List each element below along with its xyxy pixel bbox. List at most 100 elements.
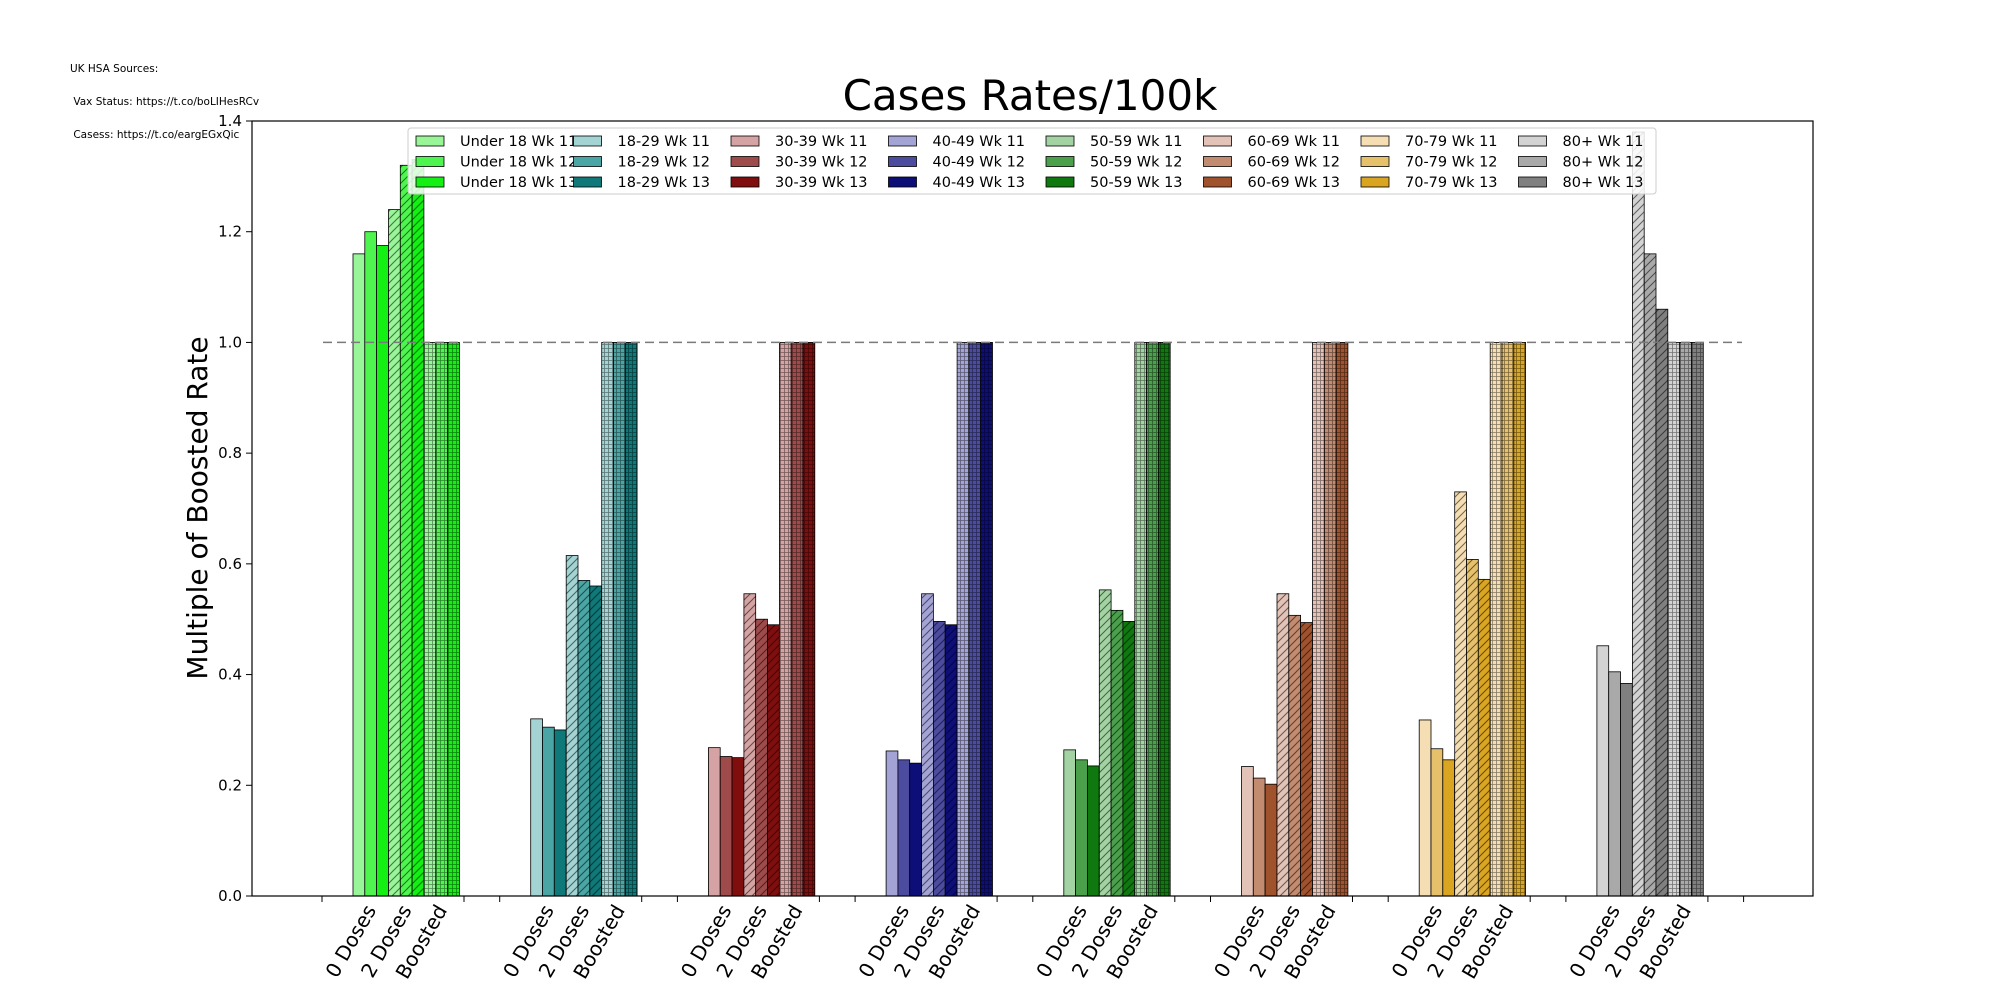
legend-label-70-79-wk-11: 70-79 Wk 11 [1405,134,1498,150]
legend-box [407,127,1657,195]
bar-60-69-boosted-wk-12-hatch [1324,342,1337,896]
bar-50-59-boosted-wk-12-hatch [1146,342,1159,896]
legend-label-18-29-wk-12: 18-29 Wk 12 [618,155,711,171]
legend-label-80-wk-12: 80+ Wk 12 [1563,155,1644,171]
bar-18-29-2-doses-wk-13-hatch [589,586,602,896]
y-tick-label-1-0: 1.0 [218,333,242,351]
bar-70-79-0-doses-wk-11 [1418,719,1432,897]
bar-under-18-boosted-wk-13-hatch [447,342,460,896]
bar-80-boosted-wk-13-hatch [1691,342,1704,896]
legend-label-under-18-wk-13: Under 18 Wk 13 [460,175,577,191]
legend-swatch-under-18-wk-13 [415,176,445,188]
sources-line-1: UK HSA Sources: [70,63,159,75]
bar-70-79-2-doses-wk-12-hatch [1466,559,1479,896]
legend-swatch-40-49-wk-11 [888,135,917,147]
legend-label-60-69-wk-11: 60-69 Wk 11 [1248,134,1341,150]
bar-70-79-2-doses-wk-11-hatch [1454,491,1467,896]
bar-30-39-0-doses-wk-12 [719,756,733,897]
chart-title: Cases Rates/100k [843,71,1219,120]
bar-under-18-2-doses-wk-11-hatch [388,209,401,897]
bar-40-49-boosted-wk-13-hatch [980,342,993,896]
legend-label-60-69-wk-13: 60-69 Wk 13 [1248,175,1341,191]
bar-70-79-boosted-wk-12-hatch [1502,342,1514,896]
legend-swatch-60-69-wk-13 [1203,176,1232,188]
legend-swatch-80-wk-12 [1518,156,1547,167]
legend-label-40-49-wk-13: 40-49 Wk 13 [933,175,1026,191]
bar-60-69-2-doses-wk-13-hatch [1300,622,1313,896]
sources-note: UK HSA Sources: Vax Status: https://t.co… [70,42,259,152]
legend-label-40-49-wk-11: 40-49 Wk 11 [933,134,1026,150]
bar-30-39-0-doses-wk-13 [731,757,745,897]
legend-label-50-59-wk-12: 50-59 Wk 12 [1090,155,1183,171]
bar-18-29-2-doses-wk-12-hatch [578,580,590,896]
bar-70-79-0-doses-wk-13 [1442,759,1456,897]
bar-18-29-0-doses-wk-13 [553,729,567,897]
legend-swatch-30-39-wk-11 [730,135,760,147]
legend-swatch-18-29-wk-12 [573,156,602,167]
y-tick-label-1-2: 1.2 [218,223,242,241]
bar-50-59-2-doses-wk-13-hatch [1122,621,1135,896]
legend-swatch-50-59-wk-11 [1045,135,1075,147]
legend-swatch-under-18-wk-11 [415,135,445,147]
bar-70-79-boosted-wk-11-hatch [1490,342,1502,896]
bar-30-39-2-doses-wk-13-hatch [767,624,780,896]
y-tick-label-0-8: 0.8 [218,444,242,462]
bar-under-18-boosted-wk-12-hatch [435,342,448,896]
bar-under-18-2-doses-wk-13-hatch [412,159,424,896]
legend-swatch-50-59-wk-13 [1045,176,1075,188]
legend-swatch-under-18-wk-12 [415,156,445,167]
bar-50-59-boosted-wk-13-hatch [1158,342,1171,896]
legend-label-80-wk-11: 80+ Wk 11 [1563,134,1644,150]
bar-50-59-2-doses-wk-12-hatch [1111,610,1123,896]
bars-layer [352,131,1704,897]
legend-label-18-29-wk-13: 18-29 Wk 13 [618,175,711,191]
legend-label-under-18-wk-12: Under 18 Wk 12 [460,155,577,171]
bar-40-49-2-doses-wk-12-hatch [933,621,946,896]
legend-label-80-wk-13: 80+ Wk 13 [1563,175,1644,191]
y-tick-label-1-4: 1.4 [218,112,242,130]
y-tick-label-0-6: 0.6 [218,555,242,573]
legend-label-under-18-wk-11: Under 18 Wk 11 [460,134,577,150]
legend-label-30-39-wk-12: 30-39 Wk 12 [775,155,868,171]
bar-60-69-2-doses-wk-12-hatch [1288,615,1301,896]
bar-80-0-doses-wk-13 [1620,683,1633,897]
legend-label-70-79-wk-13: 70-79 Wk 13 [1405,175,1498,191]
bar-under-18-0-doses-wk-12 [364,231,377,897]
y-tick-label-0-4: 0.4 [218,666,242,684]
bar-60-69-boosted-wk-11-hatch [1312,342,1325,896]
bar-18-29-boosted-wk-11-hatch [601,342,614,896]
legend: Under 18 Wk 11 Under 18 Wk 12 Under 18 Wk … [407,127,1657,195]
y-tick-label-0-0: 0.0 [218,887,242,905]
bar-40-49-2-doses-wk-11-hatch [921,593,934,896]
legend-swatch-40-49-wk-12 [888,156,917,167]
legend-label-40-49-wk-12: 40-49 Wk 12 [933,155,1026,171]
legend-swatch-80-wk-11 [1518,135,1547,147]
bar-40-49-boosted-wk-12-hatch [968,342,981,896]
legend-label-30-39-wk-13: 30-39 Wk 13 [775,175,868,191]
bar-60-69-0-doses-wk-11 [1241,766,1254,897]
legend-swatch-70-79-wk-12 [1360,156,1390,167]
bar-50-59-2-doses-wk-11-hatch [1099,589,1112,896]
legend-swatch-30-39-wk-13 [730,176,760,188]
bar-50-59-boosted-wk-11-hatch [1134,342,1147,896]
legend-label-60-69-wk-12: 60-69 Wk 12 [1248,155,1341,171]
bar-30-39-0-doses-wk-11 [708,747,721,897]
bar-50-59-0-doses-wk-13 [1087,765,1100,897]
legend-label-50-59-wk-13: 50-59 Wk 13 [1090,175,1183,191]
bar-30-39-2-doses-wk-11-hatch [743,593,756,896]
sources-line-2: Vax Status: https://t.co/boLIHesRCv [70,96,260,108]
bar-18-29-2-doses-wk-11-hatch [566,555,578,896]
bar-18-29-0-doses-wk-12 [542,726,555,897]
bar-70-79-boosted-wk-13-hatch [1513,342,1526,896]
bar-under-18-0-doses-wk-11 [352,253,366,897]
bar-18-29-0-doses-wk-11 [530,718,543,897]
legend-swatch-18-29-wk-11 [573,135,602,147]
bar-60-69-0-doses-wk-12 [1252,777,1266,897]
legend-swatch-30-39-wk-12 [730,156,760,167]
bar-60-69-2-doses-wk-11-hatch [1277,593,1289,896]
legend-swatch-60-69-wk-11 [1203,135,1232,147]
legend-swatch-80-wk-13 [1518,176,1547,188]
bar-80-0-doses-wk-11 [1596,645,1610,897]
legend-label-70-79-wk-12: 70-79 Wk 12 [1405,155,1498,171]
